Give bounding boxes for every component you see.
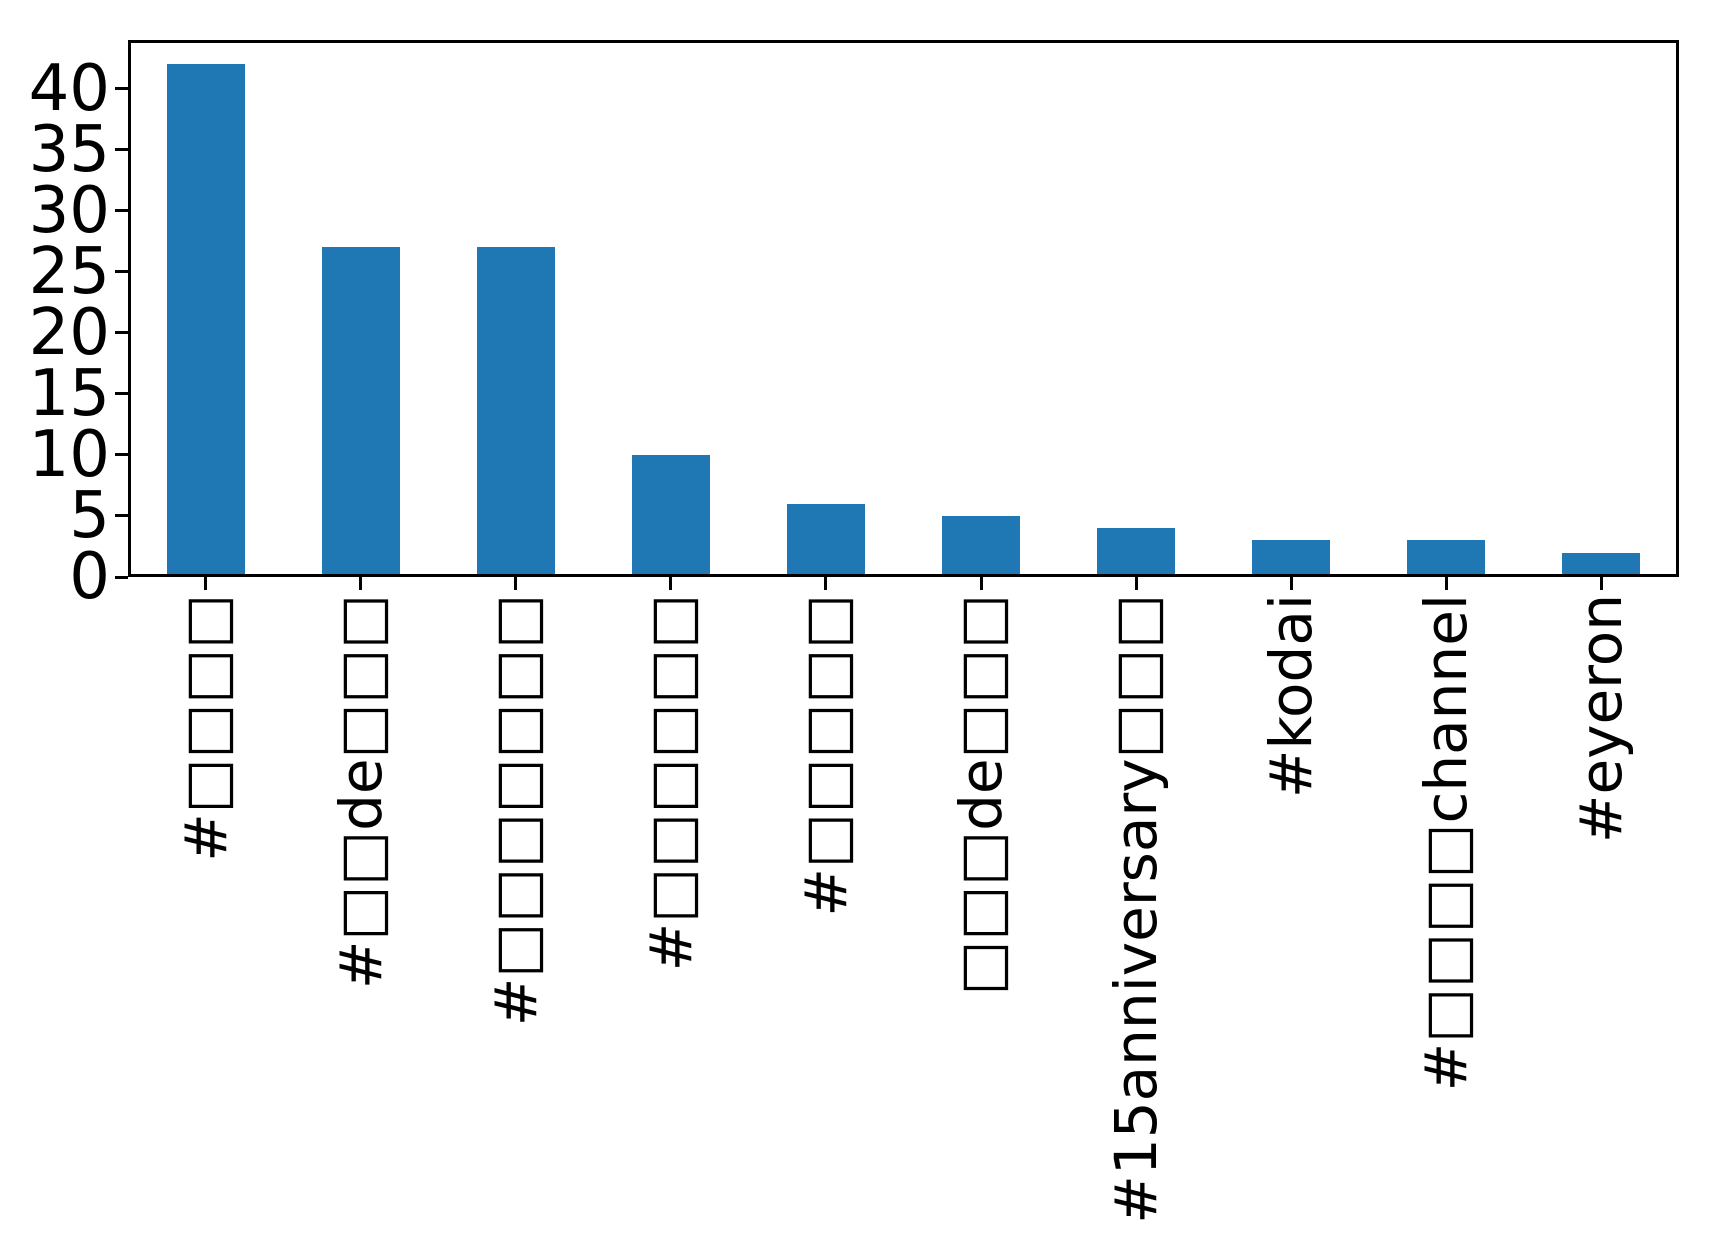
- y-tick-label: 10: [28, 417, 110, 492]
- y-tick-mark: [115, 148, 128, 152]
- x-tick-label: #□□□□□□: [636, 594, 705, 972]
- x-tick-label: #kodai: [1257, 594, 1326, 799]
- bar: [1097, 528, 1176, 577]
- y-tick-mark: [115, 331, 128, 335]
- y-tick-mark: [115, 209, 128, 213]
- x-tick-mark: [204, 577, 208, 590]
- x-tick-mark: [359, 577, 363, 590]
- y-tick-label: 30: [28, 173, 110, 248]
- y-tick-mark: [115, 575, 128, 579]
- x-tick-label: #□□□□channel: [1412, 594, 1481, 1092]
- y-tick-label: 15: [28, 356, 110, 431]
- y-tick-label: 25: [28, 234, 110, 309]
- bar: [786, 504, 865, 577]
- bar: [1252, 540, 1331, 577]
- x-tick-mark: [824, 577, 828, 590]
- y-tick-label: 40: [28, 51, 110, 126]
- bar: [942, 516, 1021, 577]
- y-tick-label: 5: [69, 478, 110, 553]
- x-tick-mark: [1289, 577, 1293, 590]
- bar: [1407, 540, 1486, 577]
- x-tick-label: #□□□□: [171, 594, 240, 862]
- x-tick-mark: [1444, 577, 1448, 590]
- plot-area: [128, 40, 1679, 577]
- x-tick-label: #□□□□□: [791, 594, 860, 917]
- y-tick-mark: [115, 453, 128, 457]
- y-tick-mark: [115, 392, 128, 396]
- bar: [166, 64, 245, 577]
- x-tick-mark: [669, 577, 673, 590]
- x-tick-label: #eyeron: [1567, 594, 1636, 844]
- y-tick-label: 35: [28, 112, 110, 187]
- x-tick-label: #15anniversary□□□: [1102, 594, 1171, 1224]
- bar: [321, 247, 400, 577]
- x-tick-mark: [514, 577, 518, 590]
- bar: [631, 455, 710, 577]
- x-tick-label: □□□de□□□: [947, 594, 1016, 996]
- x-tick-label: #□□de□□□: [326, 594, 395, 990]
- bar: [1562, 553, 1641, 577]
- y-tick-label: 20: [28, 295, 110, 370]
- x-tick-label: #□□□□□□□: [481, 594, 550, 1027]
- bar: [476, 247, 555, 577]
- x-tick-mark: [1134, 577, 1138, 590]
- y-tick-mark: [115, 87, 128, 91]
- y-tick-mark: [115, 270, 128, 274]
- y-tick-label: 0: [69, 540, 110, 614]
- y-tick-mark: [115, 514, 128, 518]
- x-tick-mark: [1599, 577, 1603, 590]
- x-tick-mark: [979, 577, 983, 590]
